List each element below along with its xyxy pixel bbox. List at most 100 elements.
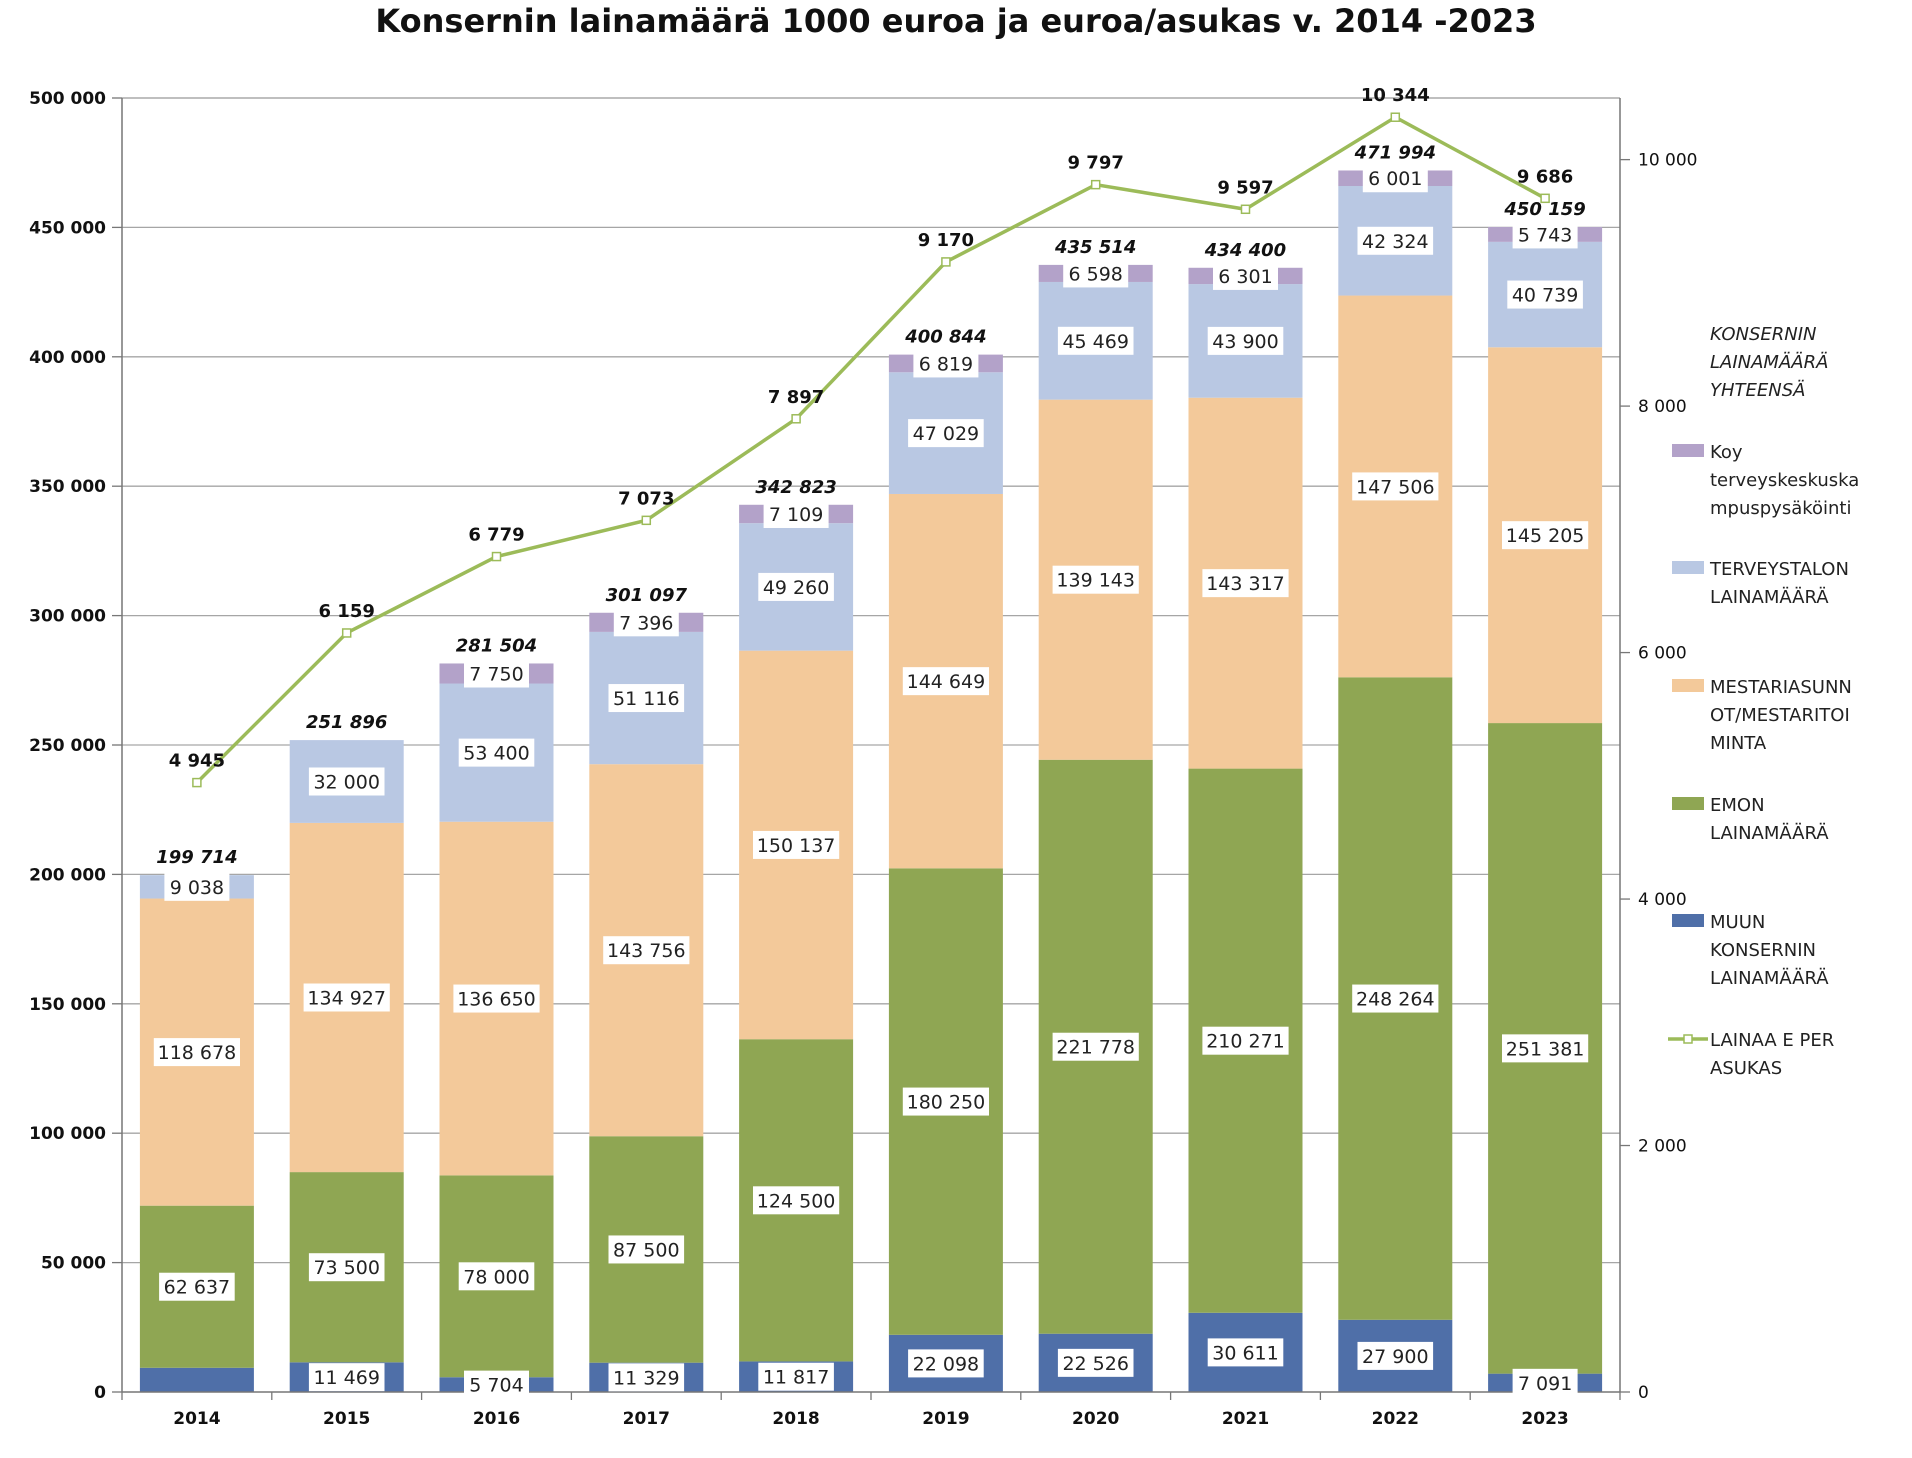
segment-label: 27 900 [1357, 1341, 1434, 1370]
line-point [491, 551, 502, 562]
y2-tick-label: 8 000 [1638, 397, 1687, 417]
segment-label-text: 53 400 [463, 743, 529, 765]
total-label: 435 514 [1054, 237, 1136, 258]
y-tick-label: 400 000 [29, 348, 106, 368]
segment-label-text: 139 143 [1056, 570, 1135, 592]
segment-label-text: 143 756 [607, 940, 686, 962]
per-capita-line: 4 945 6 159 6 779 7 073 7 897 9 170 9 797 9 597… [169, 85, 1573, 788]
y2-tick-label: 2 000 [1638, 1137, 1687, 1157]
segment-label-text: 118 678 [158, 1042, 237, 1064]
legend-label: ASUKAS [1710, 1058, 1782, 1079]
segment-label: 251 381 [1502, 1034, 1589, 1063]
segment-label: 87 500 [608, 1235, 685, 1264]
segment-label: 11 469 [308, 1363, 385, 1392]
chart-title: Konsernin lainamäärä 1000 euroa ja euroa… [375, 2, 1536, 40]
line-point [641, 515, 652, 526]
segment-label-text: 73 500 [313, 1257, 379, 1279]
x-tick-label: 2016 [473, 1409, 520, 1429]
segment-label-text: 251 381 [1506, 1038, 1585, 1060]
segment-label-text: 248 264 [1356, 989, 1435, 1011]
line-point [1390, 112, 1401, 122]
segment-label: 30 611 [1207, 1338, 1284, 1367]
segment-labels: 62 637 118 678 9 038 11 469 73 500 134 927 32 … [153, 164, 1589, 1399]
segment-label-text: 45 469 [1062, 331, 1128, 353]
x-tick-label: 2018 [772, 1409, 819, 1429]
segment-label-text: 40 739 [1512, 285, 1578, 307]
segment-label-text: 43 900 [1212, 331, 1278, 353]
segment-label-text: 210 271 [1206, 1031, 1285, 1053]
legend-label: EMON [1710, 795, 1765, 816]
segment-label: 7 109 [763, 499, 829, 528]
line-value-label: 9 686 [1517, 166, 1573, 187]
segment-label-text: 7 091 [1518, 1373, 1572, 1395]
total-labels: 199 714 251 896 281 504 301 097 342 823 400 8… [156, 142, 1586, 868]
segment-label-text: 22 098 [913, 1353, 979, 1375]
segment-label: 145 205 [1502, 521, 1589, 550]
segment-label-text: 62 637 [164, 1277, 230, 1299]
line-value-label: 7 073 [618, 488, 674, 509]
total-label: 400 844 [904, 327, 986, 348]
segment-label: 32 000 [308, 767, 385, 796]
segment-label: 47 029 [908, 419, 984, 448]
segment-label: 6 819 [913, 349, 979, 378]
legend-label: KONSERNIN [1710, 940, 1816, 961]
legend-label: LAINAMÄÄRÄ [1710, 823, 1829, 844]
segment-label-text: 30 611 [1212, 1342, 1278, 1364]
legend-label: LAINAMÄÄRÄ [1710, 587, 1829, 608]
segment-label: 118 678 [153, 1038, 240, 1067]
segment-label-text: 9 038 [170, 877, 224, 899]
line-value-label: 6 159 [319, 601, 375, 622]
x-tick-label: 2014 [173, 1409, 220, 1429]
legend-total-text: KONSERNIN [1710, 324, 1817, 345]
x-tick-label: 2023 [1521, 1409, 1568, 1429]
segment-label-text: 87 500 [613, 1239, 679, 1261]
legend-label: MINTA [1710, 733, 1767, 754]
y-tick-label: 450 000 [29, 218, 106, 238]
segment-label-text: 6 301 [1218, 266, 1272, 288]
segment-label: 7 091 [1512, 1368, 1578, 1397]
segment-label-text: 7 750 [469, 663, 523, 685]
y-tick-label: 250 000 [29, 736, 106, 756]
segment-label: 7 396 [613, 608, 679, 637]
segment-label-text: 6 598 [1068, 263, 1122, 285]
legend-swatch [1672, 679, 1704, 692]
segment-label-text: 145 205 [1506, 525, 1585, 547]
total-label: 342 823 [755, 477, 836, 498]
line-point [192, 777, 202, 788]
segment-label: 22 098 [908, 1349, 984, 1378]
segment-label: 73 500 [308, 1253, 385, 1282]
y-tick-label: 300 000 [29, 607, 106, 627]
y-tick-label: 0 [94, 1383, 106, 1403]
x-tick-label: 2017 [623, 1409, 670, 1429]
legend-line-marker [1683, 1034, 1693, 1044]
segment-label-text: 147 506 [1356, 476, 1435, 498]
segment-label: 124 500 [753, 1186, 840, 1215]
legend-label: MESTARIASUNN [1710, 677, 1852, 698]
segment-label: 150 137 [753, 830, 840, 859]
legend-label: MUUN [1710, 912, 1765, 933]
y-tick-label: 50 000 [41, 1254, 106, 1274]
segment-label-text: 180 250 [907, 1092, 986, 1114]
segment-label: 45 469 [1057, 326, 1134, 355]
line-value-label: 4 945 [169, 751, 225, 772]
y2-tick-label: 10 000 [1638, 151, 1697, 171]
legend-label: TERVEYSTALON [1709, 559, 1849, 580]
legend-label: LAINAMÄÄRÄ [1710, 968, 1829, 989]
legend-label: OT/MESTARITOI [1710, 705, 1850, 726]
line-value-label: 9 597 [1217, 177, 1273, 198]
segment-label-text: 5 704 [469, 1375, 523, 1397]
y2-tick-label: 0 [1638, 1383, 1649, 1403]
legend-swatch [1672, 444, 1704, 457]
segment-label: 78 000 [458, 1262, 535, 1291]
segment-label-text: 49 260 [763, 577, 829, 599]
segment-label-text: 22 526 [1062, 1353, 1128, 1375]
segment-label: 143 756 [603, 936, 690, 965]
total-label: 199 714 [156, 847, 237, 868]
line-value-label: 9 797 [1068, 153, 1124, 174]
y-tick-label: 100 000 [29, 1124, 106, 1144]
legend-label: LAINAA E PER [1710, 1030, 1834, 1051]
x-tick-label: 2015 [323, 1409, 370, 1429]
line-point [1090, 179, 1101, 190]
y2-tick-label: 4 000 [1638, 890, 1687, 910]
